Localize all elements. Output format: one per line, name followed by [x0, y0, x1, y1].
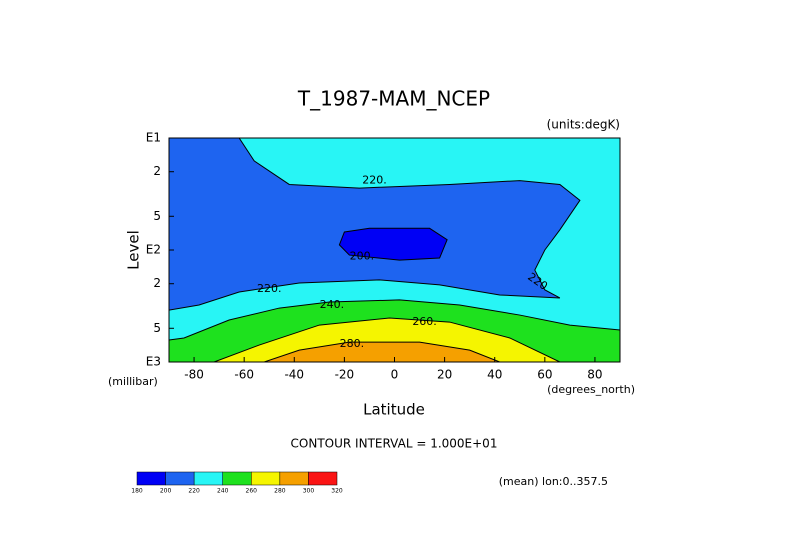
- x-tick-label: 80: [587, 368, 602, 382]
- colorbar-label: 300: [303, 488, 315, 495]
- colorbar-box: [308, 471, 338, 486]
- y-tick-label: E2: [146, 243, 161, 257]
- x-tick-label: -80: [184, 368, 204, 382]
- colorbar-label: 320: [331, 488, 343, 495]
- chart-title: T_1987-MAM_NCEP: [297, 87, 490, 111]
- x-axis-label: Latitude: [363, 401, 425, 419]
- contour-region: [169, 138, 581, 311]
- contour-region: [338, 227, 448, 261]
- colorbar-label: 180: [131, 488, 143, 495]
- y-tick-label: 5: [153, 321, 161, 335]
- x-tick-label: 0: [391, 368, 399, 382]
- contour-label: 260.: [412, 315, 437, 328]
- x-tick-label: 20: [437, 368, 452, 382]
- y-axis-label: Level: [125, 230, 143, 270]
- y-tick-label: 5: [153, 209, 161, 223]
- x-tick-label: -60: [234, 368, 254, 382]
- contour-label: 240.: [320, 298, 345, 311]
- colorbar-box: [279, 471, 309, 486]
- contour-interval: CONTOUR INTERVAL = 1.000E+01: [291, 437, 498, 451]
- x-unit-label: (degrees_north): [547, 383, 635, 396]
- y-unit-label: (millibar): [108, 375, 158, 388]
- contour-label: 280.: [340, 337, 365, 350]
- units-label: (units:degK): [547, 118, 620, 132]
- colorbar-label: 240: [217, 488, 229, 495]
- x-tick-label: 40: [487, 368, 502, 382]
- y-tick-label: 2: [153, 276, 161, 290]
- colorbar-label: 280: [274, 488, 286, 495]
- colorbar-label: 200: [160, 488, 172, 495]
- colorbar-label: 260: [246, 488, 258, 495]
- y-tick-label: E3: [146, 355, 161, 369]
- contour-label: 220.: [257, 282, 282, 295]
- x-tick-label: -40: [284, 368, 304, 382]
- colorbar-box: [165, 471, 195, 486]
- x-tick-label: 60: [537, 368, 552, 382]
- y-tick-label: 2: [153, 164, 161, 178]
- colorbar-box: [193, 471, 223, 486]
- contour-region: [264, 341, 500, 362]
- contour-label: 220.: [362, 174, 387, 187]
- contour-label: 200.: [350, 249, 375, 262]
- x-tick-label: -20: [335, 368, 355, 382]
- colorbar-label: 220: [188, 488, 200, 495]
- footer: (mean) lon:0..357.5: [499, 475, 608, 488]
- colorbar-box: [251, 471, 281, 486]
- colorbar-box: [136, 471, 166, 486]
- colorbar-box: [222, 471, 252, 486]
- y-tick-label: E1: [146, 131, 161, 145]
